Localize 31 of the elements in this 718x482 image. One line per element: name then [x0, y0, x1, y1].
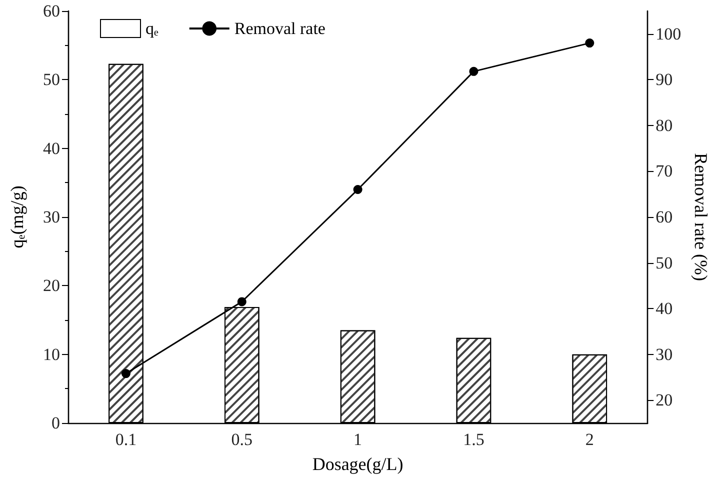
- y2-tick-label: 60: [656, 208, 673, 226]
- x-tick-label: 0.1: [115, 430, 137, 449]
- y-tick-label: 20: [43, 276, 60, 296]
- y2-tick-label: 100: [656, 24, 682, 44]
- x-tick-label: 0.5: [231, 430, 253, 449]
- y2-tick-label: 70: [656, 162, 673, 181]
- y2-tick-label: 50: [656, 253, 673, 272]
- y2-tick-label: 20: [656, 390, 673, 410]
- point: [585, 38, 594, 48]
- y2-tick-label: 30: [656, 344, 673, 364]
- y2-axis-title: Removal rate (%): [691, 153, 711, 281]
- y2-tick-label: 40: [656, 299, 673, 318]
- y-tick-label: 10: [43, 344, 60, 364]
- point: [237, 297, 246, 306]
- y-axis-title: qₑ(mg/g): [7, 186, 27, 248]
- y-tick-label: 0: [52, 414, 60, 432]
- y-tick-label: 60: [43, 2, 60, 20]
- legend-label: Removal rate: [234, 19, 326, 38]
- y-tick-label: 30: [43, 208, 60, 226]
- y-tick-label: 40: [43, 138, 60, 158]
- y2-tick-label: 80: [656, 116, 673, 135]
- x-axis-title: Dosage(g/L): [312, 454, 404, 474]
- y2-tick-label: 90: [656, 70, 673, 90]
- x-tick-label: 1: [354, 430, 362, 449]
- point: [121, 369, 130, 378]
- legend-label: qₑ: [146, 19, 159, 38]
- x-tick-label: 1.5: [463, 430, 484, 449]
- point: [469, 66, 478, 76]
- y-tick-label: 50: [43, 70, 60, 90]
- x-tick-label: 2: [585, 430, 594, 449]
- point: [353, 185, 362, 194]
